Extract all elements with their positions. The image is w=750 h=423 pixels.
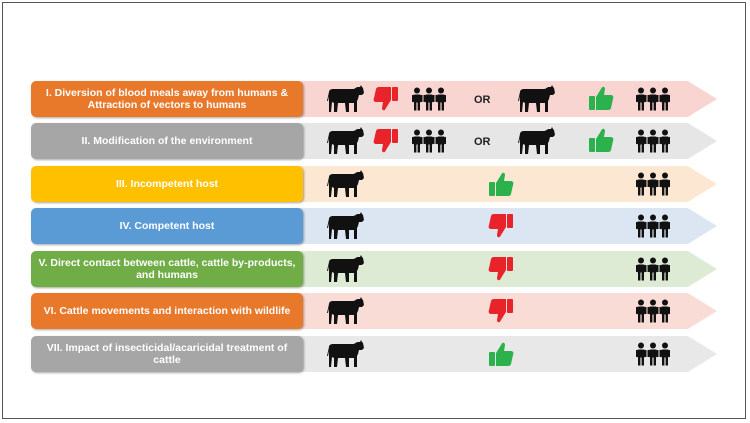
row-3: III. Incompetent host [0, 166, 750, 202]
cow-icon [327, 84, 365, 119]
cow-icon [518, 84, 556, 119]
row-5: V. Direct contact between cattle, cattle… [0, 251, 750, 287]
row-label: VI. Cattle movements and interaction wit… [31, 293, 303, 329]
thumbs-down-icon [373, 86, 399, 117]
row-4: IV. Competent host [0, 208, 750, 244]
thumbs-down-icon [488, 256, 514, 287]
cow-icon [327, 126, 365, 161]
thumbs-up-icon [488, 341, 514, 372]
people-icon [635, 342, 671, 371]
cow-icon [327, 254, 365, 289]
or-text: OR [474, 94, 491, 106]
row-label: V. Direct contact between cattle, cattle… [31, 251, 303, 287]
thumbs-down-icon [373, 128, 399, 159]
people-icon [635, 129, 671, 158]
people-icon [635, 87, 671, 116]
people-icon [411, 129, 447, 158]
row-7: VII. Impact of insecticidal/acaricidal t… [0, 336, 750, 372]
thumbs-down-icon [488, 213, 514, 244]
thumbs-up-icon [588, 127, 614, 158]
thumbs-up-icon [488, 171, 514, 202]
row-label: VII. Impact of insecticidal/acaricidal t… [31, 336, 303, 372]
row-label: IV. Competent host [31, 208, 303, 244]
people-icon [635, 214, 671, 243]
row-label: III. Incompetent host [31, 166, 303, 202]
thumbs-down-icon [488, 298, 514, 329]
row-label: II. Modification of the environment [31, 123, 303, 159]
row-6: VI. Cattle movements and interaction wit… [0, 293, 750, 329]
or-text: OR [474, 136, 491, 148]
figure-frame [2, 2, 746, 419]
cow-icon [327, 169, 365, 204]
people-icon [635, 257, 671, 286]
people-icon [635, 172, 671, 201]
people-icon [635, 299, 671, 328]
row-label: I. Diversion of blood meals away from hu… [31, 81, 303, 117]
cow-icon [327, 296, 365, 331]
cow-icon [327, 339, 365, 374]
cow-icon [518, 126, 556, 161]
people-icon [411, 87, 447, 116]
cow-icon [327, 211, 365, 246]
row-1: I. Diversion of blood meals away from hu… [0, 81, 750, 117]
thumbs-up-icon [588, 85, 614, 116]
row-2: II. Modification of the environment OR [0, 123, 750, 159]
